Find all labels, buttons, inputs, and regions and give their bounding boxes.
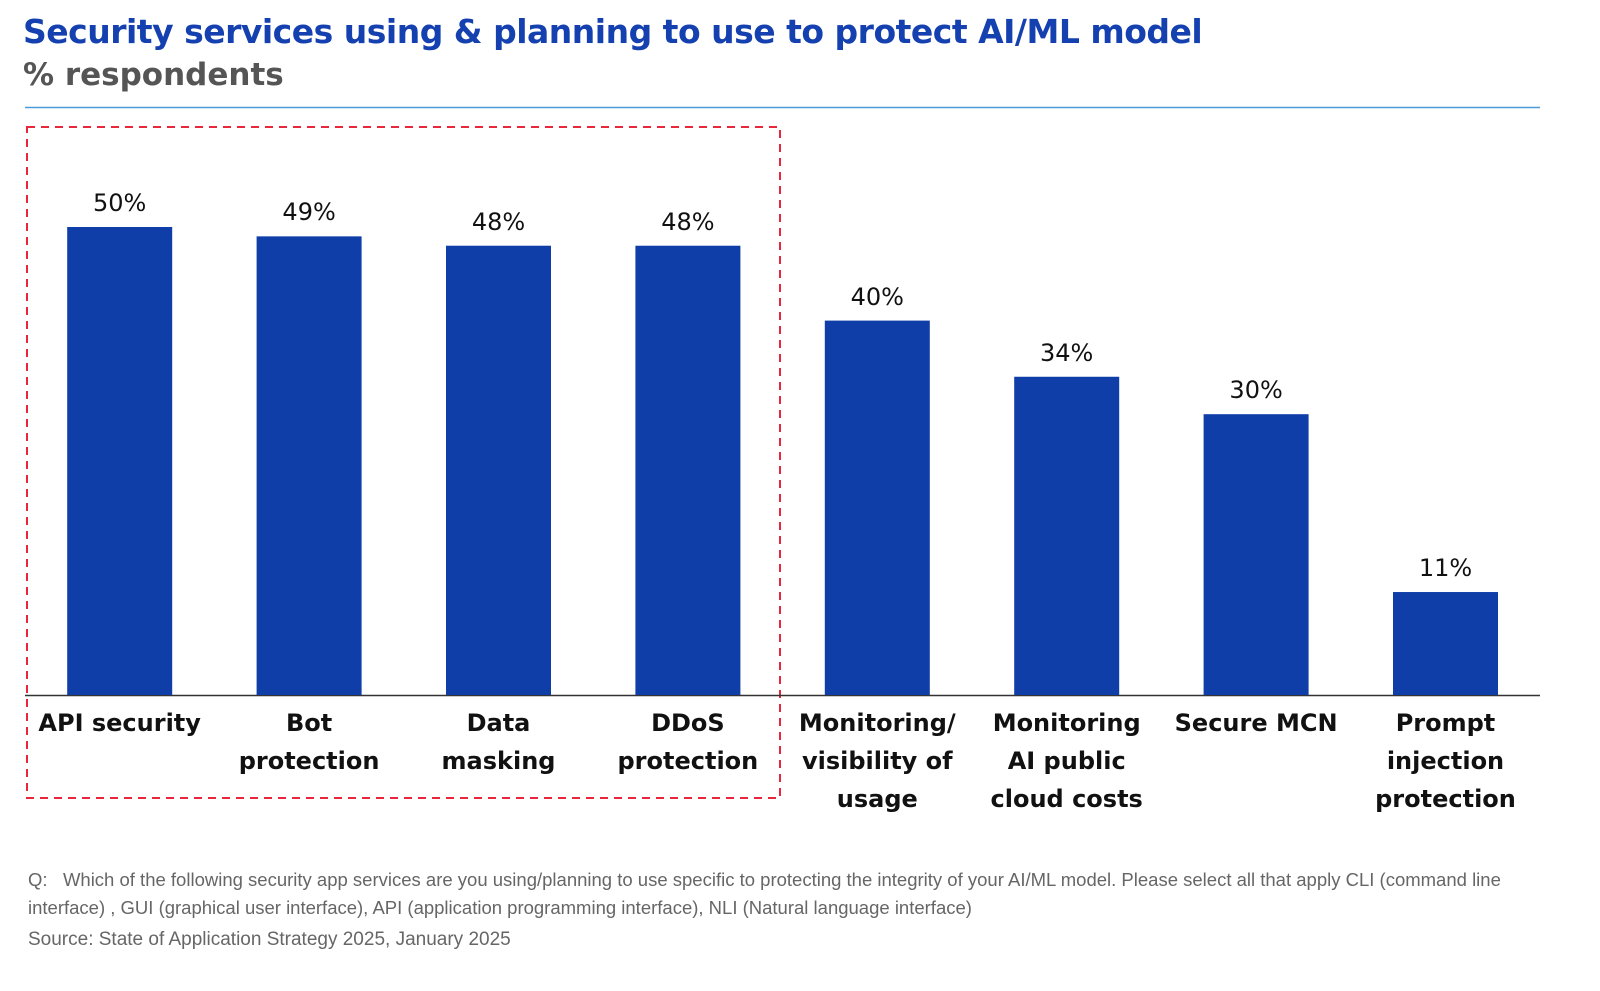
value-label: 34% [1040, 338, 1094, 367]
bar [256, 236, 362, 696]
bar [67, 227, 173, 695]
x-tick-label: Monitoring AI public cloud costs [990, 709, 1143, 813]
x-tick-label: Prompt injection protection [1375, 709, 1516, 813]
value-label: 48% [471, 207, 526, 236]
bar [446, 245, 551, 695]
value-label: 50% [93, 189, 147, 217]
bar [1393, 592, 1498, 695]
x-tick-label: DDoS protection [617, 709, 759, 775]
value-label: 48% [661, 207, 715, 236]
bar [1014, 376, 1120, 695]
value-label: 49% [282, 198, 336, 227]
bar [824, 320, 930, 695]
x-tick-label: Bot protection [238, 709, 380, 775]
bar [635, 245, 741, 695]
source: Source: State of Application Strategy 20… [28, 929, 511, 950]
x-tick-label: Data masking [441, 709, 556, 775]
chart-subtitle: % respondents [23, 57, 284, 93]
chart-title: Security services using & planning to us… [23, 12, 1203, 51]
x-tick-label: Secure MCN [1174, 709, 1338, 737]
footnote: Q: Which of the following security app s… [28, 869, 1507, 918]
value-label: 30% [1229, 376, 1283, 405]
bar [1203, 414, 1309, 695]
value-label: 11% [1418, 554, 1473, 583]
x-tick-label: Monitoring/ visibility of usage [798, 709, 956, 813]
x-tick-label: API security [38, 709, 201, 737]
highlight-box [26, 126, 781, 799]
value-label: 40% [850, 282, 904, 311]
